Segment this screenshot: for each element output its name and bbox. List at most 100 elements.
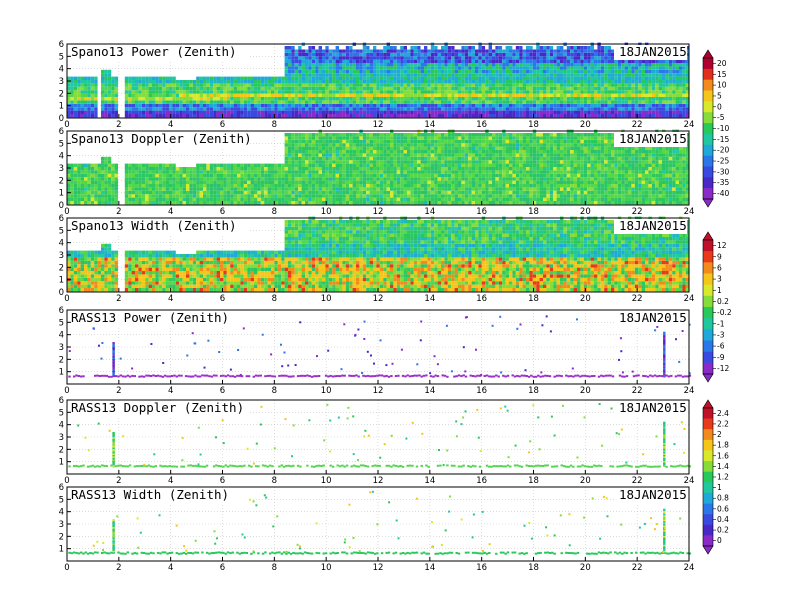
data-cell bbox=[318, 163, 322, 167]
data-cell bbox=[464, 93, 469, 97]
data-cell bbox=[145, 107, 149, 111]
data-cell bbox=[158, 190, 163, 195]
data-cell bbox=[451, 56, 455, 60]
data-cell bbox=[216, 110, 220, 114]
data-cell bbox=[308, 63, 312, 67]
data-cell bbox=[301, 163, 305, 167]
data-cell bbox=[274, 173, 278, 178]
data-cell bbox=[162, 86, 166, 91]
data-cell bbox=[271, 100, 275, 104]
data-cell bbox=[668, 59, 673, 63]
data-cell bbox=[427, 66, 431, 70]
data-cell bbox=[512, 114, 516, 118]
data-cell bbox=[114, 197, 118, 201]
data-cell bbox=[352, 146, 356, 150]
data-cell bbox=[617, 73, 622, 77]
data-cell bbox=[145, 90, 149, 94]
data-cell bbox=[70, 80, 74, 84]
data-cell bbox=[192, 83, 197, 87]
data-cell bbox=[87, 184, 91, 188]
data-cell bbox=[339, 146, 343, 150]
data-cell bbox=[298, 63, 302, 67]
data-cell bbox=[614, 100, 618, 104]
data-cell bbox=[393, 90, 397, 94]
data-cell bbox=[318, 69, 322, 74]
data-cell bbox=[604, 66, 608, 70]
data-cell bbox=[158, 93, 163, 97]
data-cell bbox=[580, 110, 584, 114]
data-cell bbox=[305, 114, 309, 118]
data-cell bbox=[155, 187, 159, 191]
data-cell bbox=[67, 184, 71, 188]
data-cell bbox=[294, 97, 299, 101]
data-cell bbox=[417, 180, 421, 184]
data-cell bbox=[675, 76, 679, 80]
data-cell bbox=[376, 69, 380, 74]
data-cell bbox=[424, 66, 428, 70]
data-cell bbox=[390, 133, 394, 137]
data-cell bbox=[237, 201, 241, 205]
data-cell bbox=[617, 69, 622, 74]
data-cell bbox=[192, 90, 197, 94]
data-cell bbox=[444, 73, 448, 77]
data-cell bbox=[539, 73, 543, 77]
data-cell bbox=[539, 86, 543, 91]
data-cell bbox=[393, 100, 397, 104]
data-cell bbox=[413, 66, 418, 70]
data-cell bbox=[390, 156, 394, 161]
data-cell bbox=[254, 80, 258, 84]
data-cell bbox=[628, 59, 632, 63]
data-cell bbox=[577, 93, 581, 97]
data-cell bbox=[434, 76, 438, 80]
data-cell bbox=[339, 139, 343, 144]
data-cell bbox=[437, 73, 441, 77]
data-cell bbox=[322, 110, 326, 114]
data-cell bbox=[403, 76, 407, 80]
data-cell bbox=[305, 201, 309, 205]
data-cell bbox=[349, 139, 353, 144]
data-cell bbox=[478, 73, 482, 77]
data-cell bbox=[308, 133, 312, 137]
data-cell bbox=[145, 170, 149, 174]
data-cell bbox=[284, 197, 288, 201]
data-cell bbox=[641, 107, 645, 111]
data-cell bbox=[458, 52, 462, 57]
data-cell bbox=[124, 167, 129, 171]
data-cell bbox=[413, 156, 418, 161]
data-cell bbox=[665, 97, 669, 101]
data-cell bbox=[199, 194, 203, 198]
data-cell bbox=[70, 97, 74, 101]
data-cell bbox=[284, 56, 288, 60]
data-cell bbox=[101, 163, 105, 167]
data-cell bbox=[485, 86, 489, 91]
data-cell bbox=[237, 107, 241, 111]
data-cell bbox=[318, 133, 322, 137]
data-cell bbox=[553, 49, 557, 53]
data-cell bbox=[403, 190, 407, 195]
data-cell bbox=[515, 59, 520, 63]
data-cell bbox=[607, 46, 611, 50]
data-cell bbox=[393, 80, 397, 84]
data-cell bbox=[396, 90, 401, 94]
data-cell bbox=[573, 59, 577, 63]
data-cell bbox=[165, 190, 169, 195]
data-cell bbox=[505, 93, 509, 97]
data-cell bbox=[641, 69, 645, 74]
data-cell bbox=[345, 107, 350, 111]
data-cell bbox=[549, 100, 554, 104]
data-cell bbox=[383, 139, 387, 144]
data-cell bbox=[597, 103, 601, 108]
data-cell bbox=[529, 76, 533, 80]
data-cell bbox=[192, 197, 197, 201]
data-cell bbox=[383, 90, 387, 94]
data-cell bbox=[556, 59, 560, 63]
data-cell bbox=[532, 107, 537, 111]
data-cell bbox=[366, 86, 370, 91]
data-cell bbox=[80, 107, 84, 111]
data-cell bbox=[335, 170, 339, 174]
data-cell bbox=[427, 97, 431, 101]
data-cell bbox=[488, 46, 492, 50]
data-cell bbox=[393, 49, 397, 53]
data-cell bbox=[155, 177, 159, 181]
data-cell bbox=[158, 107, 163, 111]
